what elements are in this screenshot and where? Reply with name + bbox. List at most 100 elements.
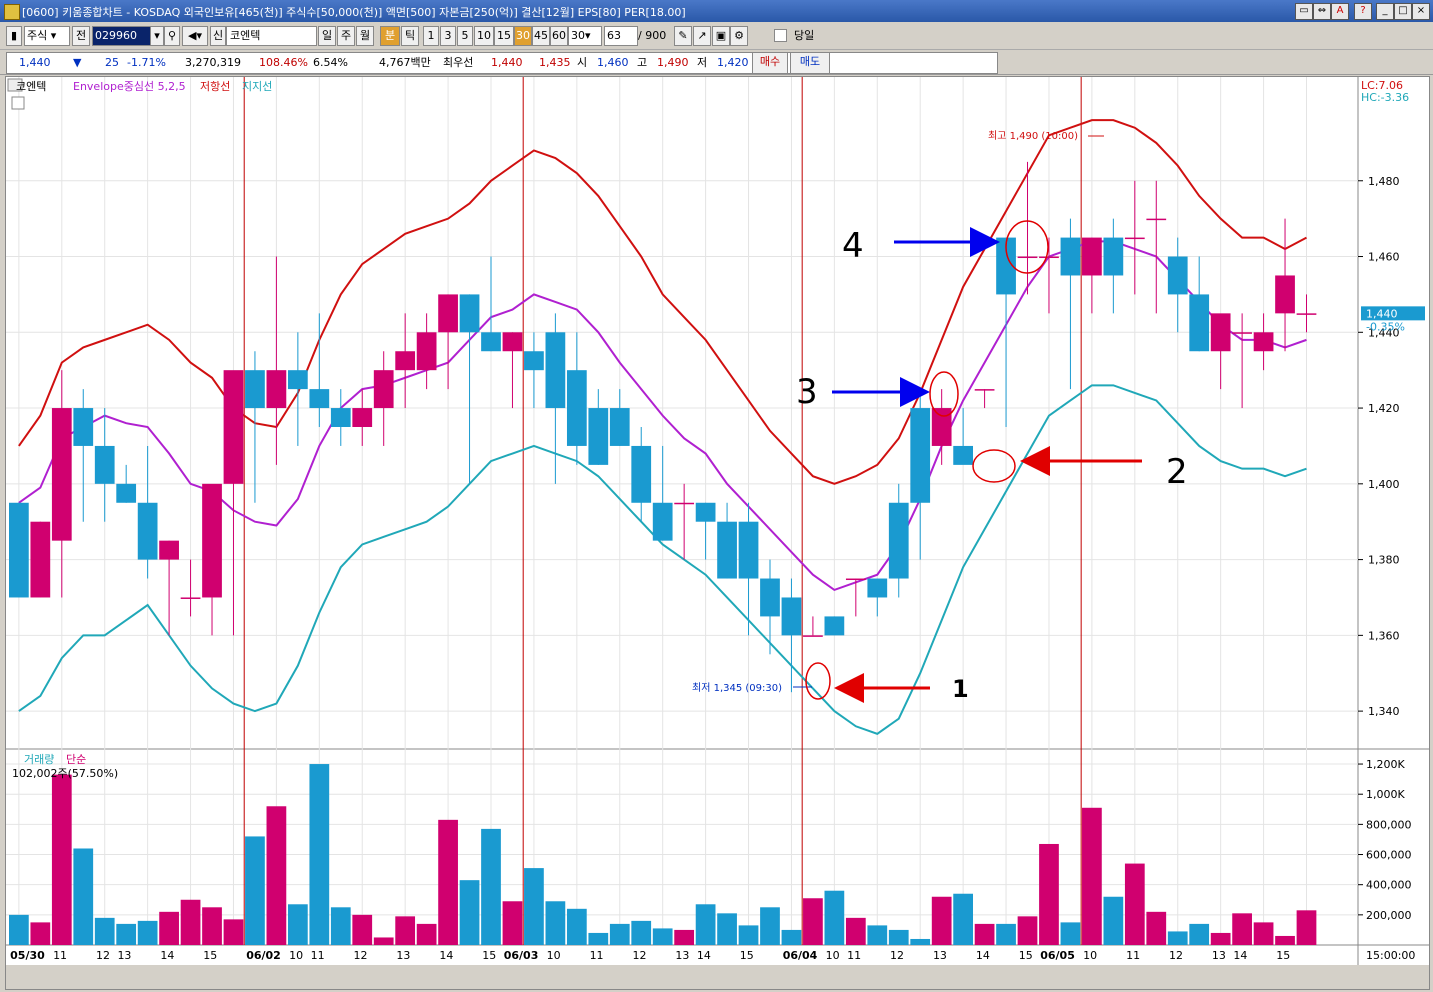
candle-body: [953, 445, 974, 465]
volume-bar: [1275, 935, 1295, 945]
today-label: 당일: [794, 29, 815, 42]
time-label: 11: [1126, 949, 1140, 962]
minute-45-button[interactable]: 45: [532, 26, 550, 46]
chart-area[interactable]: 1,480 1,460 1,440 1,420 1,400 1,380 1,360 1,340…: [5, 76, 1430, 990]
count-input[interactable]: 63: [604, 26, 638, 46]
volume-bar: [974, 923, 995, 945]
minute-10-button[interactable]: 10: [474, 26, 494, 46]
tool-arrow-icon[interactable]: ✎: [674, 26, 692, 46]
sell-button[interactable]: 매도: [790, 52, 830, 74]
volume-bar: [996, 923, 1016, 945]
period-minute-button[interactable]: 분: [380, 26, 400, 46]
code-dropdown-icon[interactable]: ▾: [150, 26, 164, 46]
volume-bar: [330, 907, 351, 945]
volume-tick-label: 1,000K: [1366, 788, 1405, 801]
minute-30-button[interactable]: 30: [514, 26, 532, 46]
time-label: 13: [117, 949, 131, 962]
tool-save-icon[interactable]: ▣: [712, 26, 730, 46]
candle-body: [845, 578, 866, 581]
period-day-button[interactable]: 일: [318, 26, 336, 46]
quote-low: 1,420: [717, 56, 749, 69]
price-tick-label: 1,380: [1368, 554, 1400, 567]
chart-type-icon[interactable]: ▮: [6, 26, 22, 46]
candle-body: [781, 597, 802, 636]
volume-tick-label: 200,000: [1366, 909, 1412, 922]
candle-body: [1275, 275, 1295, 314]
period-month-button[interactable]: 월: [356, 26, 374, 46]
candle-body: [1253, 332, 1274, 352]
volume-bar: [953, 893, 974, 945]
close-button[interactable]: ×: [1412, 3, 1430, 20]
volume-bar: [588, 932, 609, 945]
link-button[interactable]: ⇔: [1313, 3, 1331, 20]
candle-body: [438, 294, 458, 333]
today-checkbox[interactable]: [774, 29, 787, 42]
code-input[interactable]: 029960: [92, 26, 152, 46]
time-label: 11: [847, 949, 861, 962]
minute-15-button[interactable]: 15: [494, 26, 514, 46]
candle-body: [373, 370, 394, 409]
legend-support: 지지선: [242, 80, 272, 93]
help-icon[interactable]: ?: [1354, 3, 1372, 20]
chart-svg[interactable]: 1,480 1,460 1,440 1,420 1,400 1,380 1,360 1,340…: [6, 77, 1429, 989]
minute-1-button[interactable]: 1: [423, 26, 439, 46]
legend-box-icon[interactable]: [7, 78, 23, 92]
candle-body: [352, 408, 373, 427]
candle-body: [910, 408, 931, 503]
interval-select[interactable]: 30▾: [568, 26, 602, 46]
tool-settings-icon[interactable]: ⚙: [730, 26, 748, 46]
stock-name-field[interactable]: 코엔텍: [226, 26, 317, 46]
sin-button[interactable]: 신: [210, 26, 226, 46]
quote-turnover: 6.54%: [313, 56, 348, 69]
tool-chart-icon[interactable]: ↗: [693, 26, 711, 46]
time-label: 06/05: [1040, 949, 1075, 962]
search-icon[interactable]: ⚲: [164, 26, 180, 46]
volume-info: 102,002주(57.50%): [12, 767, 118, 780]
volume-bar: [309, 764, 330, 945]
best-label: 최우선: [443, 56, 474, 69]
jeon-button[interactable]: 전: [72, 26, 90, 46]
candle-body: [51, 408, 72, 541]
candle-body: [1060, 237, 1081, 276]
time-label: 14: [439, 949, 453, 962]
minute-3-button[interactable]: 3: [440, 26, 456, 46]
minute-60-button[interactable]: 60: [550, 26, 568, 46]
volume-bar: [1232, 913, 1252, 945]
candle-body: [1296, 313, 1317, 315]
low-label: 저: [697, 56, 708, 69]
volume-bar: [717, 913, 737, 945]
volume-bar: [674, 929, 695, 945]
legend-envelope: Envelope중심선 5,2,5: [73, 80, 186, 93]
volume-tick-label: 800,000: [1366, 818, 1412, 831]
buy-button[interactable]: 매수: [752, 52, 788, 74]
quote-volume: 3,270,319: [185, 56, 241, 69]
maximize-button[interactable]: □: [1394, 3, 1412, 20]
volume-bar: [781, 929, 802, 945]
period-tick-button[interactable]: 틱: [401, 26, 419, 46]
time-label: 10: [289, 949, 303, 962]
candle-body: [180, 597, 201, 599]
volume-bar: [395, 916, 416, 945]
period-week-button[interactable]: 주: [337, 26, 355, 46]
circle-3: [929, 371, 959, 417]
volume-bar: [867, 925, 888, 945]
volume-bar: [73, 848, 94, 945]
candle-body: [459, 294, 480, 333]
time-label: 12: [96, 949, 110, 962]
volume-bar: [438, 819, 458, 945]
font-button[interactable]: A: [1331, 3, 1349, 20]
minimize-button[interactable]: _: [1376, 3, 1394, 20]
candle-body: [652, 502, 673, 541]
minute-5-button[interactable]: 5: [457, 26, 473, 46]
table-toggle-icon[interactable]: [11, 96, 25, 110]
candle-body: [631, 445, 652, 503]
restore-layout-button[interactable]: ▭: [1295, 3, 1313, 20]
volume-bar: [1296, 910, 1317, 945]
volume-bar: [223, 919, 244, 945]
candle-body: [73, 408, 94, 446]
volume-bar: [30, 922, 51, 945]
sound-icon[interactable]: ◀▾: [182, 26, 208, 46]
circle-1: [805, 662, 831, 700]
volume-bar: [1167, 931, 1188, 945]
market-select[interactable]: 주식 ▾: [24, 26, 70, 46]
